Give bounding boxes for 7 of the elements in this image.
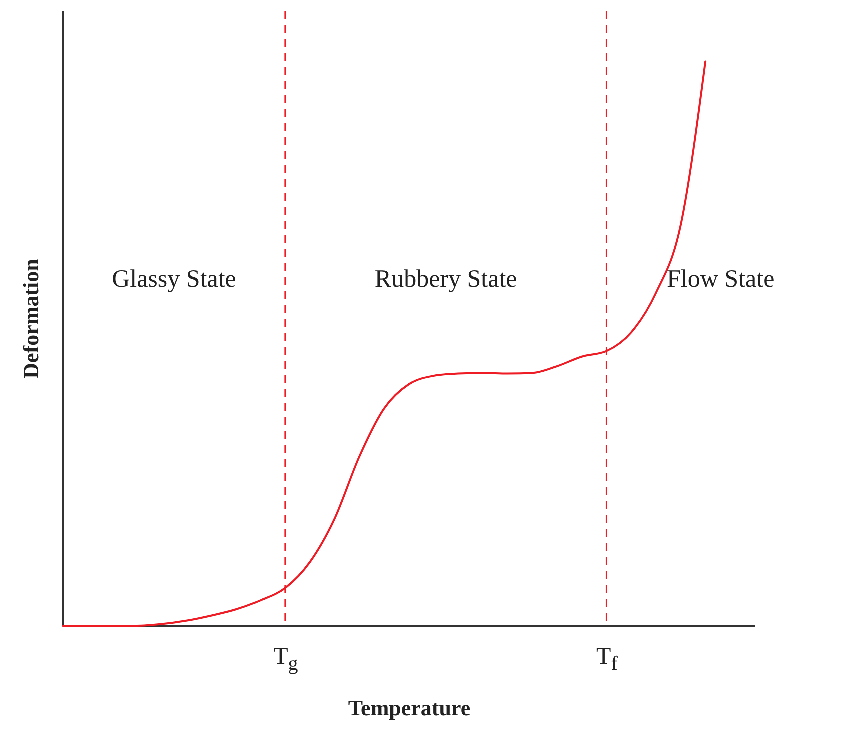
y-axis-title: Deformation (18, 259, 44, 379)
annotation: Flow State (667, 266, 775, 293)
annotation: Rubbery State (374, 266, 518, 293)
x-tick-label: T$_{g}$ (274, 642, 298, 676)
x-axis-title: Temperature (348, 696, 471, 720)
annotation: Glassy State (112, 266, 236, 293)
x-tick-label: T$_{f}$ (596, 642, 618, 676)
